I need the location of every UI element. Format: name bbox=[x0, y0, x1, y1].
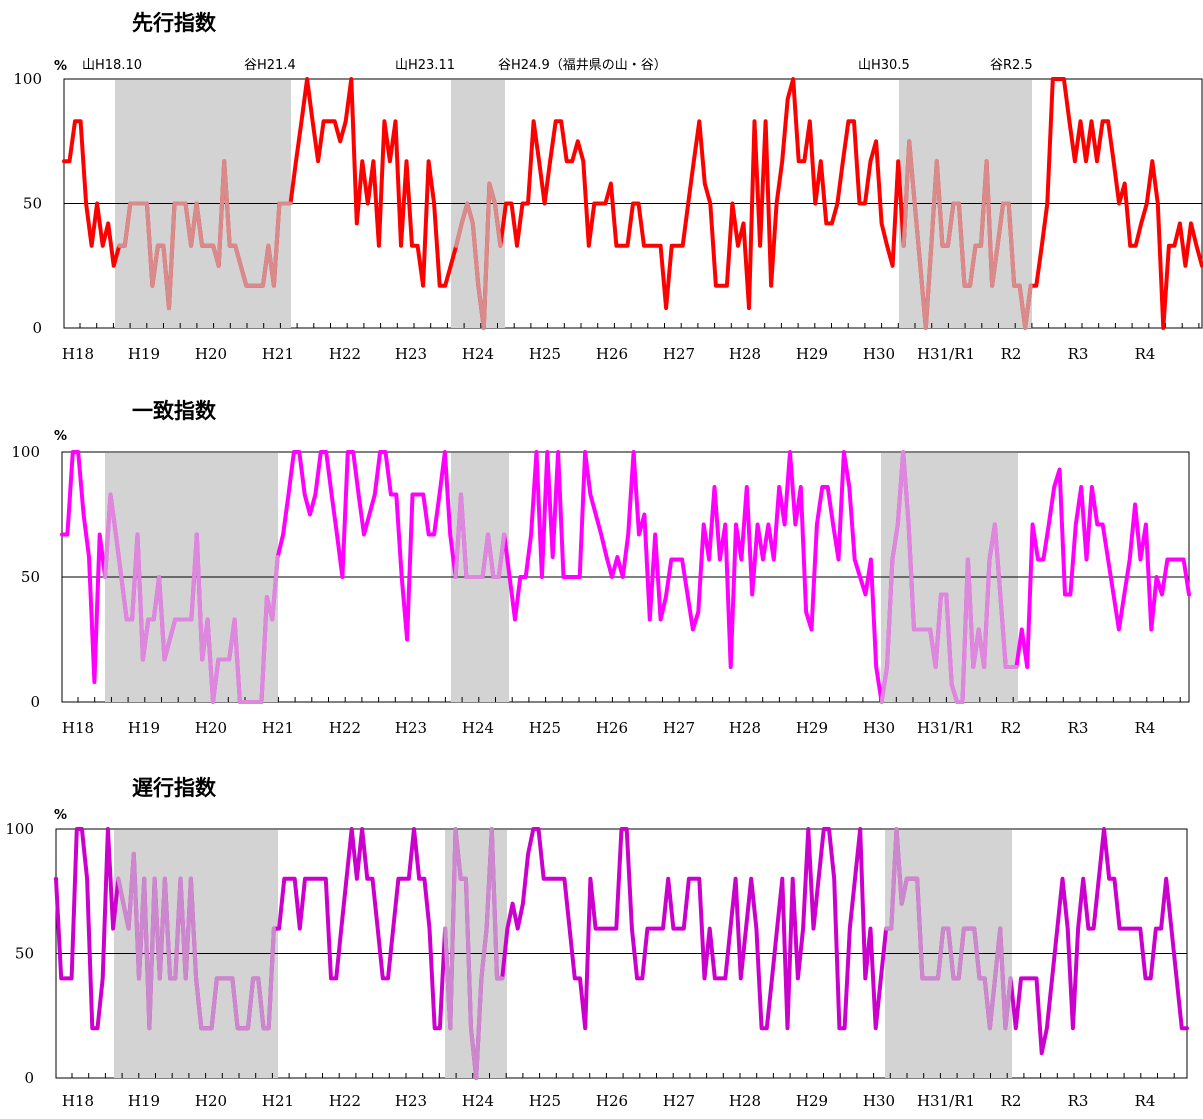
chart-panel-1: 0 50 100 H18 H19 H20 H21 H22 H23 H24 H25 H26 H27 H28 H… bbox=[13, 11, 1203, 363]
x-tick-label: H25 bbox=[529, 1092, 561, 1110]
x-tick-label: H24 bbox=[462, 345, 494, 363]
x-tick-label: H19 bbox=[128, 345, 160, 363]
x-tick-label: H22 bbox=[329, 1092, 361, 1110]
x-tick-label: R4 bbox=[1135, 1092, 1156, 1110]
x-tick-label: H31/R1 bbox=[917, 345, 975, 363]
series-line-shaded bbox=[453, 492, 507, 579]
y-tick-label: 0 bbox=[30, 693, 40, 711]
x-tick-label: R4 bbox=[1135, 719, 1156, 737]
chart-title: 一致指数 bbox=[132, 399, 217, 423]
y-tick-label: 0 bbox=[24, 1069, 34, 1087]
chart-panel-3: 0 50 100 H18 H19 H20 H21 H22 H23 H24 H25 H26 H27 H28 H… bbox=[5, 776, 1189, 1110]
x-tick-label: H18 bbox=[62, 345, 94, 363]
x-tick-label: H27 bbox=[663, 1092, 695, 1110]
series-line-shaded bbox=[117, 159, 293, 311]
x-tick-label: R3 bbox=[1068, 719, 1089, 737]
series-line-shaded bbox=[443, 827, 505, 1080]
peak-trough-annotation: 山H18.10 bbox=[82, 58, 142, 73]
x-tick-label: H27 bbox=[663, 345, 695, 363]
x-tick-label: H22 bbox=[329, 345, 361, 363]
x-tick-label: H18 bbox=[62, 719, 94, 737]
chart-title: 遅行指数 bbox=[132, 776, 217, 800]
x-tick-label: H22 bbox=[329, 719, 361, 737]
x-tick-label: H30 bbox=[863, 1092, 895, 1110]
x-tick-label: R2 bbox=[1001, 719, 1022, 737]
x-tick-label: H26 bbox=[596, 1092, 628, 1110]
x-tick-label: H28 bbox=[729, 719, 761, 737]
series-line-shaded bbox=[884, 827, 1013, 1031]
y-tick-label: 100 bbox=[11, 443, 40, 461]
x-tick-label: H21 bbox=[262, 719, 294, 737]
peak-trough-annotation: 山H30.5 bbox=[858, 58, 910, 73]
series-line-shaded bbox=[103, 492, 280, 704]
x-tick-label: H18 bbox=[62, 1092, 94, 1110]
x-tick-label: H21 bbox=[262, 1092, 294, 1110]
y-tick-label: 50 bbox=[15, 945, 34, 963]
series-line-shaded bbox=[116, 851, 276, 1031]
x-tick-label: H19 bbox=[128, 1092, 160, 1110]
y-unit-label: % bbox=[54, 429, 67, 444]
y-tick-label: 100 bbox=[5, 820, 34, 838]
x-tick-label: R2 bbox=[1001, 1092, 1022, 1110]
x-tick-label: H20 bbox=[195, 345, 227, 363]
y-unit-label: % bbox=[54, 808, 67, 823]
x-tick-label: H24 bbox=[462, 719, 494, 737]
x-tick-label: H31/R1 bbox=[917, 1092, 975, 1110]
x-tick-label: H20 bbox=[195, 719, 227, 737]
y-tick-label: 50 bbox=[21, 568, 40, 586]
x-tick-label: H30 bbox=[863, 719, 895, 737]
x-tick-label: H28 bbox=[729, 345, 761, 363]
x-tick-label: H29 bbox=[796, 1092, 828, 1110]
chart-panel-2: 0 50 100 H18 H19 H20 H21 H22 H23 H24 H25 H26 H27 H28 H… bbox=[11, 399, 1191, 737]
x-tick-label: H24 bbox=[462, 1092, 494, 1110]
y-unit-label: % bbox=[54, 59, 67, 74]
peak-trough-annotation: 山H23.11 bbox=[395, 58, 455, 73]
chart-title: 先行指数 bbox=[132, 11, 217, 35]
x-tick-label: H25 bbox=[529, 719, 561, 737]
x-tick-label: H23 bbox=[395, 345, 427, 363]
y-tick-label: 50 bbox=[23, 195, 42, 213]
x-tick-label: H23 bbox=[395, 719, 427, 737]
x-tick-label: R3 bbox=[1068, 1092, 1089, 1110]
x-tick-label: H25 bbox=[529, 345, 561, 363]
x-tick-label: H31/R1 bbox=[917, 719, 975, 737]
y-tick-label: 100 bbox=[13, 70, 42, 88]
x-tick-label: H26 bbox=[596, 719, 628, 737]
x-tick-label: H20 bbox=[195, 1092, 227, 1110]
peak-trough-annotation: 谷H24.9（福井県の山・谷） bbox=[498, 58, 667, 73]
x-tick-label: H29 bbox=[796, 345, 828, 363]
x-tick-label: H29 bbox=[796, 719, 828, 737]
y-tick-label: 0 bbox=[32, 319, 42, 337]
peak-trough-annotation: 谷H21.4 bbox=[244, 58, 296, 73]
x-tick-label: H28 bbox=[729, 1092, 761, 1110]
x-tick-label: H19 bbox=[128, 719, 160, 737]
x-tick-label: R4 bbox=[1135, 345, 1156, 363]
x-tick-label: H23 bbox=[395, 1092, 427, 1110]
x-tick-label: R3 bbox=[1068, 345, 1089, 363]
x-tick-label: H30 bbox=[863, 345, 895, 363]
x-tick-label: H27 bbox=[663, 719, 695, 737]
x-tick-label: H21 bbox=[262, 345, 294, 363]
series-line-shaded bbox=[901, 139, 1033, 330]
series-line-shaded bbox=[454, 181, 503, 330]
series-line-shaded bbox=[879, 450, 1019, 704]
x-tick-label: H26 bbox=[596, 345, 628, 363]
x-tick-label: R2 bbox=[1001, 345, 1022, 363]
peak-trough-annotation: 谷R2.5 bbox=[990, 58, 1033, 73]
